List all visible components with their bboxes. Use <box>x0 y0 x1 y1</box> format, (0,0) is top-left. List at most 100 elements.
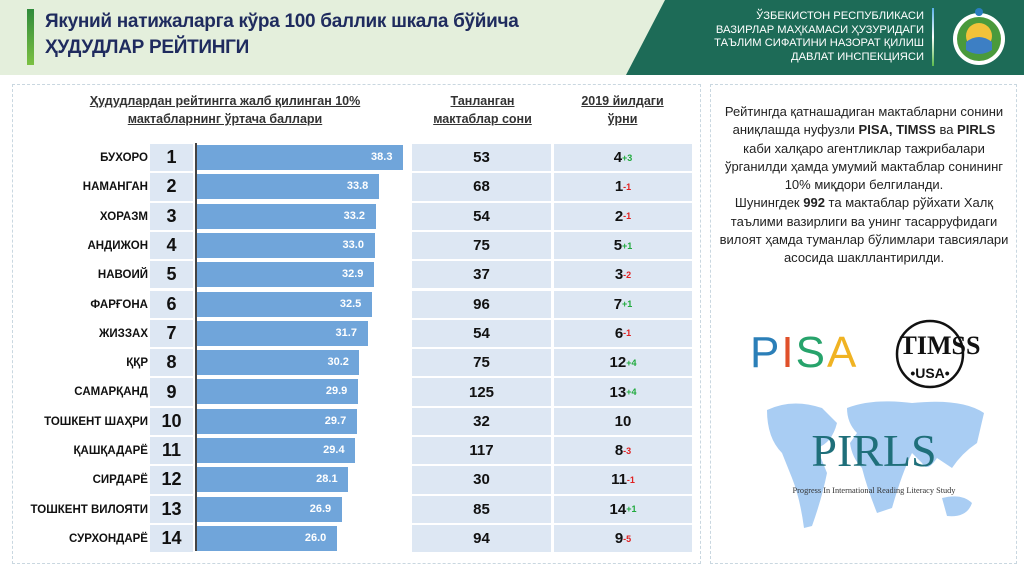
score-bar-label: 29.4 <box>323 444 345 456</box>
description-fragment: Рейтингда қатнашадиган мактабларни сонин… <box>724 104 1004 138</box>
score-bar <box>197 350 360 376</box>
rank-2019-value: 2 <box>614 207 624 225</box>
title-accent-bar <box>27 9 34 65</box>
schools-count: 85 <box>412 495 551 523</box>
schools-count: 37 <box>412 261 551 289</box>
region-name: ХОРАЗМ <box>99 210 148 223</box>
rank-change-badge: -3 <box>623 445 632 456</box>
score-bar-label: 33.0 <box>342 238 364 251</box>
rank-2019: 10 <box>554 407 692 435</box>
rank-2019-value: 5 <box>613 237 623 255</box>
rank-2019: 12 +4 <box>554 349 692 377</box>
region-name: БУХОРО <box>100 152 148 164</box>
region-rank: 13 <box>150 495 193 523</box>
region-rank: 14 <box>150 524 193 553</box>
score-bar-label: 26.0 <box>304 531 327 544</box>
score-bar-label: 28.1 <box>316 473 338 486</box>
rank-change-badge: -5 <box>623 533 632 544</box>
region-rank: 11 <box>150 437 193 465</box>
region-rank: 10 <box>150 407 193 435</box>
rank-2019: 13 +4 <box>554 378 692 406</box>
description-fragment: каби халқаро агентликлар тажрибалари ўрг… <box>724 140 1004 193</box>
ranking-panel <box>12 84 701 564</box>
rank-change-badge: -1 <box>623 211 632 222</box>
schools-count: 96 <box>412 290 551 318</box>
region-rank: 1 <box>150 144 193 172</box>
region-name: АНДИЖОН <box>87 239 148 252</box>
score-bar <box>197 525 337 551</box>
rank-2019-value: 3 <box>614 266 624 284</box>
region-rank: 3 <box>150 202 193 230</box>
region-name: НАВОИЙ <box>97 269 148 282</box>
description-fragment: та мактаблар рўйхати Халқ таълими вазирл… <box>719 195 1009 266</box>
region-rank: 5 <box>150 261 193 289</box>
pirls-sub-text: Progress In International Reading Litera… <box>793 486 957 495</box>
schools-count: 125 <box>412 378 551 406</box>
description-text: Рейтингда қатнашадиган мактабларни сонин… <box>718 103 1010 268</box>
description-paragraph: Шунингдек 992 та мактаблар рўйхати Халқ … <box>718 194 1010 267</box>
world-map-icon <box>767 401 984 528</box>
schools-count: 75 <box>412 231 551 260</box>
schools-count: 75 <box>412 349 551 377</box>
rank-2019: 11 -1 <box>554 466 692 494</box>
score-bar <box>197 408 357 434</box>
page-title-line1: Якуний натижаларга кўра 100 баллик шкала… <box>45 11 519 32</box>
rank-change-badge: +1 <box>622 299 633 310</box>
description-paragraph: Рейтингда қатнашадиган мактабларни сонин… <box>718 103 1010 194</box>
rank-change-badge: -1 <box>623 181 632 192</box>
col-header-avg-score: Ҳудудлардан рейтингга жалб қилинган 10% … <box>60 92 390 128</box>
score-bar-label: 32.5 <box>339 297 362 310</box>
col-header-line: ўрни <box>607 112 638 126</box>
score-bar-label: 31.7 <box>335 326 357 339</box>
region-rank: 4 <box>150 231 193 260</box>
col-header-line: мактаблар сони <box>433 112 532 126</box>
timss-logo: TIMSS •USA• <box>895 319 981 389</box>
timss-text: TIMSS <box>900 331 981 360</box>
region-name: ТОШКЕНТ ШАҲРИ <box>44 415 148 428</box>
region-name: СУРХОНДАРЁ <box>68 532 148 545</box>
rank-2019-value: 13 <box>609 383 627 401</box>
organization-name: ЎЗБЕКИСТОН РЕСПУБЛИКАСИ ВАЗИРЛАР МАҲКАМА… <box>664 10 924 64</box>
col-header-schools: Танланган мактаблар сони <box>415 92 550 128</box>
org-line: ЎЗБЕКИСТОН РЕСПУБЛИКАСИ <box>756 10 924 22</box>
score-bar-label: 29.9 <box>325 385 348 398</box>
score-bar-label: 26.9 <box>309 502 332 515</box>
page-title-line2: ҲУДУДЛАР РЕЙТИНГИ <box>45 37 250 58</box>
description-fragment: ва <box>935 122 958 138</box>
rank-2019: 9 -5 <box>554 524 692 553</box>
score-bar <box>197 232 375 258</box>
schools-count: 94 <box>412 524 551 553</box>
score-bar <box>197 262 374 288</box>
rank-change-badge: +4 <box>626 357 637 368</box>
rank-2019-value: 9 <box>614 530 624 548</box>
rank-2019: 2 -1 <box>554 202 692 230</box>
rank-2019: 1 -1 <box>554 173 692 201</box>
rank-2019: 3 -2 <box>554 261 692 289</box>
score-bar <box>197 174 379 200</box>
rank-change-badge: -2 <box>623 269 632 280</box>
region-rank: 7 <box>150 319 193 348</box>
region-rank: 6 <box>150 290 193 318</box>
description-fragment: Шунингдек <box>734 195 804 211</box>
schools-count: 32 <box>412 407 551 435</box>
org-line: ДАВЛАТ ИНСПЕКЦИЯСИ <box>791 50 924 63</box>
rank-2019: 14 +1 <box>554 495 692 523</box>
score-bar <box>197 145 404 170</box>
score-bar <box>197 496 342 522</box>
region-name: ФАРҒОНА <box>90 298 148 311</box>
description-fragment: PISA, TIMSS <box>858 122 936 138</box>
rank-2019: 5 +1 <box>554 231 692 260</box>
score-bar-label: 29.7 <box>324 414 347 427</box>
rank-2019-value: 11 <box>611 471 627 489</box>
score-bar <box>197 291 372 317</box>
timss-sub-text: •USA• <box>910 365 949 381</box>
rank-2019: 8 -3 <box>554 437 692 465</box>
rank-change-badge: -1 <box>623 328 632 339</box>
score-bar <box>197 379 358 405</box>
score-bar <box>197 203 376 229</box>
state-emblem-icon <box>953 8 1005 65</box>
rank-2019-value: 7 <box>613 295 623 313</box>
rank-2019-value: 1 <box>614 178 624 196</box>
schools-count: 54 <box>412 202 551 230</box>
rank-2019: 6 -1 <box>554 319 692 348</box>
